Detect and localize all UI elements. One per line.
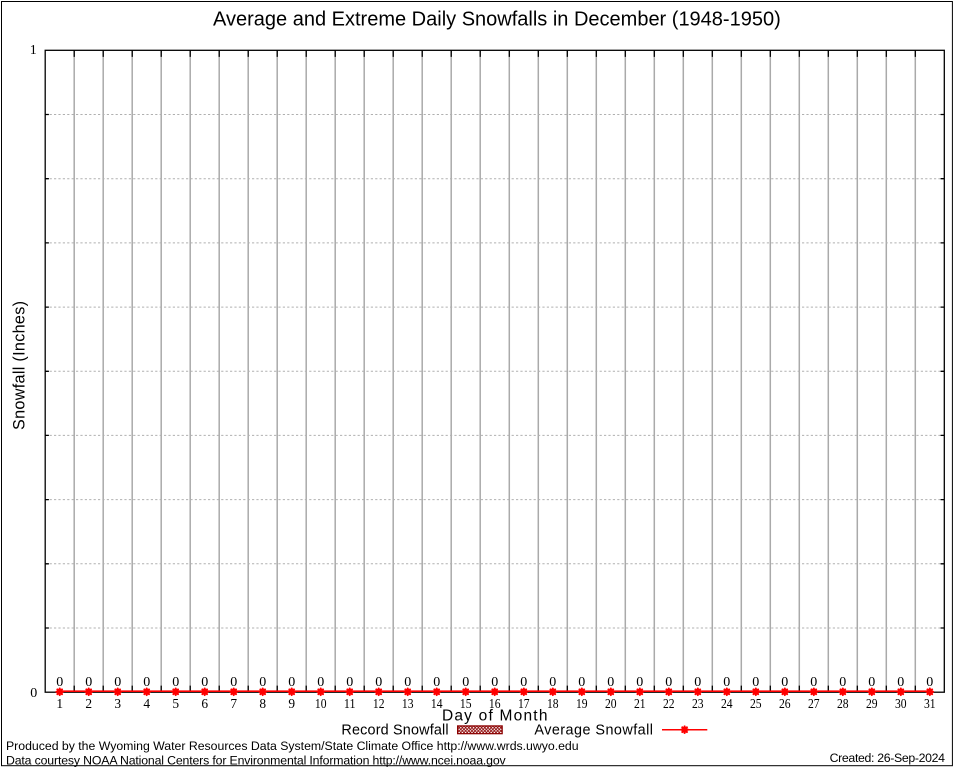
svg-text:0: 0 [288, 675, 295, 690]
svg-text:0: 0 [636, 675, 643, 690]
svg-text:0: 0 [926, 675, 933, 690]
svg-text:30: 30 [895, 696, 907, 711]
svg-text:24: 24 [721, 696, 733, 711]
svg-text:9: 9 [288, 696, 295, 711]
svg-text:0: 0 [491, 675, 498, 690]
svg-text:0: 0 [317, 675, 324, 690]
svg-text:20: 20 [605, 696, 617, 711]
svg-text:22: 22 [663, 696, 675, 711]
svg-text:0: 0 [346, 675, 353, 690]
svg-text:0: 0 [549, 675, 556, 690]
svg-text:8: 8 [259, 696, 266, 711]
svg-text:0: 0 [230, 675, 237, 690]
svg-text:26: 26 [779, 696, 791, 711]
svg-text:Average Snowfall: Average Snowfall [534, 723, 653, 739]
svg-text:0: 0 [433, 675, 440, 690]
svg-text:0: 0 [30, 686, 37, 701]
svg-text:0: 0 [723, 675, 730, 690]
svg-text:0: 0 [85, 675, 92, 690]
svg-text:Snowfall (Inches): Snowfall (Inches) [11, 301, 29, 430]
svg-text:4: 4 [143, 696, 150, 711]
svg-text:0: 0 [462, 675, 469, 690]
svg-text:1: 1 [30, 43, 37, 58]
svg-text:0: 0 [56, 675, 63, 690]
svg-text:Produced by the Wyoming Water: Produced by the Wyoming Water Resources … [6, 739, 579, 753]
svg-text:0: 0 [752, 675, 759, 690]
svg-text:2: 2 [85, 696, 92, 711]
svg-text:Data courtesy NOAA National Ce: Data courtesy NOAA National Centers for … [6, 754, 507, 768]
svg-text:0: 0 [375, 675, 382, 690]
svg-text:Record Snowfall: Record Snowfall [341, 723, 448, 739]
svg-text:6: 6 [201, 696, 208, 711]
svg-text:0: 0 [868, 675, 875, 690]
svg-text:12: 12 [373, 696, 385, 711]
svg-text:0: 0 [172, 675, 179, 690]
svg-text:17: 17 [518, 696, 530, 711]
svg-text:11: 11 [344, 696, 356, 711]
svg-text:0: 0 [665, 675, 672, 690]
svg-text:15: 15 [460, 696, 472, 711]
svg-text:7: 7 [230, 696, 237, 711]
svg-text:31: 31 [924, 696, 936, 711]
svg-text:28: 28 [837, 696, 849, 711]
svg-text:0: 0 [114, 675, 121, 690]
svg-text:Day of Month: Day of Month [442, 707, 548, 724]
svg-text:10: 10 [315, 696, 327, 711]
svg-text:23: 23 [692, 696, 704, 711]
svg-text:25: 25 [750, 696, 762, 711]
svg-text:0: 0 [781, 675, 788, 690]
svg-text:0: 0 [897, 675, 904, 690]
svg-text:0: 0 [839, 675, 846, 690]
svg-text:13: 13 [402, 696, 414, 711]
svg-text:0: 0 [201, 675, 208, 690]
svg-text:29: 29 [866, 696, 878, 711]
svg-text:14: 14 [431, 696, 443, 711]
svg-text:Average and Extreme Daily Snow: Average and Extreme Daily Snowfalls in D… [213, 8, 781, 30]
svg-text:16: 16 [489, 696, 501, 711]
svg-text:0: 0 [259, 675, 266, 690]
svg-text:0: 0 [810, 675, 817, 690]
svg-text:0: 0 [578, 675, 585, 690]
svg-text:5: 5 [172, 696, 179, 711]
svg-text:3: 3 [114, 696, 121, 711]
svg-text:0: 0 [404, 675, 411, 690]
svg-text:21: 21 [634, 696, 646, 711]
svg-text:18: 18 [547, 696, 559, 711]
svg-text:19: 19 [576, 696, 588, 711]
svg-text:0: 0 [607, 675, 614, 690]
svg-text:0: 0 [694, 675, 701, 690]
svg-text:0: 0 [520, 675, 527, 690]
svg-text:27: 27 [808, 696, 820, 711]
svg-text:Created: 26-Sep-2024: Created: 26-Sep-2024 [830, 751, 946, 765]
svg-text:0: 0 [143, 675, 150, 690]
svg-text:1: 1 [56, 696, 63, 711]
